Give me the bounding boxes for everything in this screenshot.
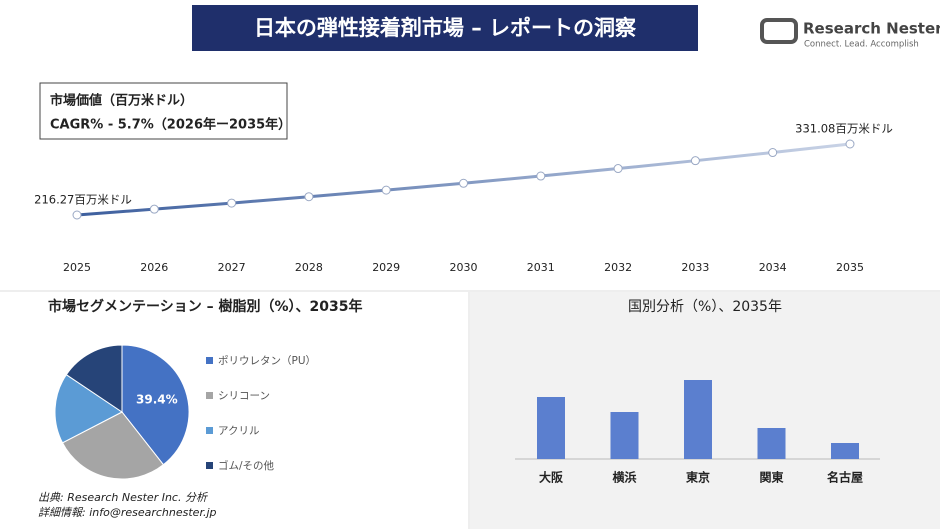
pie-slice bbox=[65, 344, 123, 413]
x-tick-label: 2035 bbox=[836, 261, 864, 274]
point bbox=[149, 204, 159, 214]
legend-label: シリコーン bbox=[218, 390, 270, 402]
point bbox=[459, 178, 468, 188]
x-tick-label: 2034 bbox=[759, 261, 787, 274]
x-tick-label: 2027 bbox=[218, 261, 246, 274]
x-tick-label: 関東 bbox=[759, 470, 783, 485]
point bbox=[613, 164, 623, 174]
point bbox=[845, 139, 855, 149]
point bbox=[227, 198, 237, 208]
logo: Research Nester Connect. Lead. Accomplis… bbox=[760, 18, 940, 50]
value-label: 331.08百万米ドル bbox=[795, 122, 893, 136]
legend-swatch bbox=[206, 392, 213, 399]
value-label: 216.27百万米ドル bbox=[34, 193, 132, 207]
x-tick-label: 東京 bbox=[686, 470, 710, 485]
point bbox=[304, 192, 314, 202]
bar bbox=[537, 397, 565, 459]
logo-tagline: Connect. Lead. Accomplish bbox=[804, 40, 919, 50]
bar-title: 国別分析（%）、2035年 bbox=[628, 299, 782, 315]
legend-swatch bbox=[206, 427, 213, 434]
x-tick-label: 横浜 bbox=[612, 470, 636, 485]
value-label: 39.4% bbox=[136, 392, 178, 406]
point bbox=[690, 156, 700, 166]
pie-slice bbox=[121, 344, 190, 466]
legend-swatch bbox=[206, 357, 213, 364]
info-box bbox=[39, 82, 288, 140]
bar bbox=[831, 443, 859, 459]
pie-title: 市場セグメンテーション – 樹脂別（%）、2035年 bbox=[48, 298, 362, 315]
point bbox=[381, 185, 391, 195]
title-box bbox=[192, 5, 698, 51]
logo-icon bbox=[760, 18, 798, 44]
x-tick-label: 2030 bbox=[450, 261, 478, 274]
logo-name: Research Nester bbox=[803, 20, 940, 38]
x-tick-label: 2026 bbox=[140, 261, 168, 274]
legend-label: アクリル bbox=[218, 425, 259, 437]
x-tick-label: 2028 bbox=[295, 261, 323, 274]
x-tick-label: 大阪 bbox=[539, 470, 564, 485]
legend-label: ポリウレタン（PU） bbox=[218, 355, 316, 367]
x-tick-label: 2031 bbox=[527, 261, 555, 274]
point bbox=[72, 210, 82, 220]
annotation: 市場価値（百万米ドル） bbox=[50, 93, 193, 109]
x-tick-label: 2033 bbox=[681, 261, 709, 274]
bar bbox=[684, 380, 712, 459]
point bbox=[768, 148, 778, 158]
source: 出典: Research Nester Inc. 分析 bbox=[38, 491, 209, 504]
x-tick-label: 2029 bbox=[372, 261, 400, 274]
x-tick-label: 名古屋 bbox=[827, 470, 863, 485]
annotation: CAGR% - 5.7%（2026年ー2035年） bbox=[50, 117, 291, 133]
page-title: 日本の弾性接着剤市場 – レポートの洞察 bbox=[254, 16, 637, 40]
legend-label: ゴム/その他 bbox=[218, 459, 275, 472]
bar bbox=[610, 412, 639, 459]
bar bbox=[757, 428, 786, 459]
legend-swatch bbox=[206, 462, 213, 469]
x-tick-label: 2025 bbox=[63, 261, 91, 274]
contact: 詳細情報: info@researchnester.jp bbox=[38, 506, 217, 519]
point bbox=[536, 171, 546, 181]
x-tick-label: 2032 bbox=[604, 261, 632, 274]
pie-slice bbox=[54, 373, 123, 444]
pie-slice bbox=[61, 411, 165, 480]
